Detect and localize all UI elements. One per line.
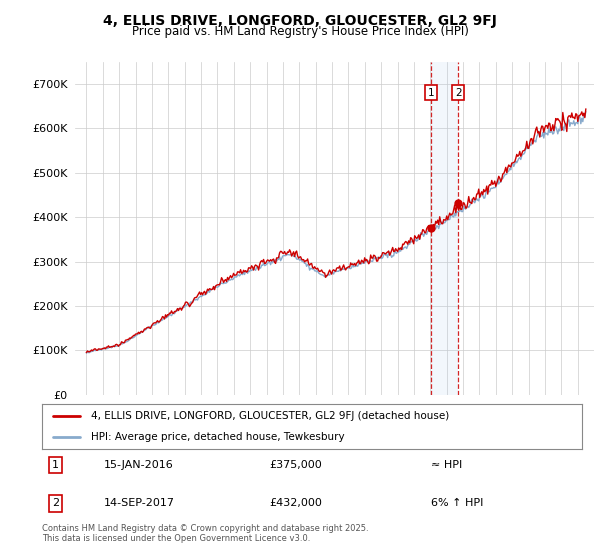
Text: Price paid vs. HM Land Registry's House Price Index (HPI): Price paid vs. HM Land Registry's House … — [131, 25, 469, 38]
Text: 6% ↑ HPI: 6% ↑ HPI — [431, 498, 483, 508]
Bar — [431, 62, 458, 395]
Text: £375,000: £375,000 — [269, 460, 322, 470]
Text: 2: 2 — [455, 88, 461, 97]
Text: HPI: Average price, detached house, Tewkesbury: HPI: Average price, detached house, Tewk… — [91, 432, 344, 442]
Text: 4, ELLIS DRIVE, LONGFORD, GLOUCESTER, GL2 9FJ: 4, ELLIS DRIVE, LONGFORD, GLOUCESTER, GL… — [103, 14, 497, 28]
Text: Contains HM Land Registry data © Crown copyright and database right 2025.
This d: Contains HM Land Registry data © Crown c… — [42, 524, 368, 543]
Text: ≈ HPI: ≈ HPI — [431, 460, 462, 470]
Text: 14-SEP-2017: 14-SEP-2017 — [104, 498, 175, 508]
Text: 2: 2 — [52, 498, 59, 508]
Text: 1: 1 — [428, 88, 434, 97]
Text: 4, ELLIS DRIVE, LONGFORD, GLOUCESTER, GL2 9FJ (detached house): 4, ELLIS DRIVE, LONGFORD, GLOUCESTER, GL… — [91, 412, 449, 422]
Text: 15-JAN-2016: 15-JAN-2016 — [104, 460, 174, 470]
Text: 1: 1 — [52, 460, 59, 470]
Text: £432,000: £432,000 — [269, 498, 322, 508]
